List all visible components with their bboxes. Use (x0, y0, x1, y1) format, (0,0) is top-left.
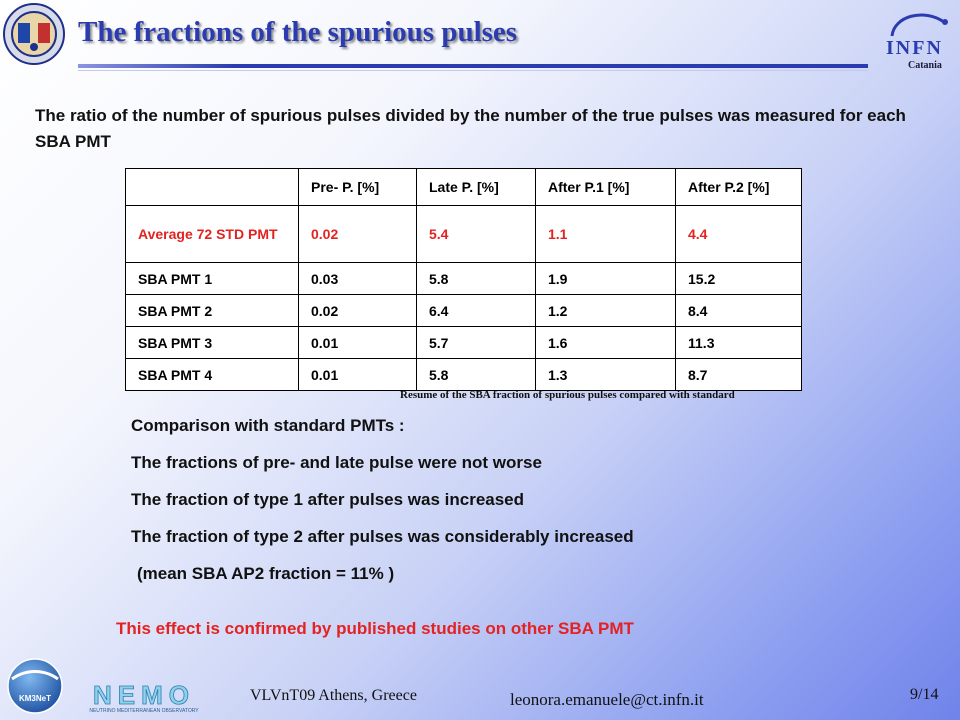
title-underline (78, 64, 868, 68)
event-name: VLVnT09 Athens, Greece (250, 687, 417, 704)
table-cell: 1.3 (535, 358, 676, 391)
table-header-row: Pre- P. [%] Late P. [%] After P.1 [%] Af… (125, 168, 802, 206)
table-cell: 1.6 (535, 326, 676, 359)
table-row: SBA PMT 4 0.01 5.8 1.3 8.7 (125, 358, 802, 391)
km3net-logo-text: KM3NeT (19, 694, 51, 703)
infn-logo-text: INFN (886, 37, 943, 59)
page-number: 9/14 (910, 686, 939, 703)
table-cell: 11.3 (675, 326, 802, 359)
comparison-list: Comparison with standard PMTs : The frac… (131, 413, 634, 598)
row-label: SBA PMT 3 (125, 326, 299, 359)
table-cell: 8.7 (675, 358, 802, 391)
table-cell: 8.4 (675, 294, 802, 327)
infn-logo: INFN Catania (886, 13, 948, 71)
row-label: SBA PMT 1 (125, 262, 299, 295)
comparison-point: The fraction of type 2 after pulses was … (131, 527, 634, 546)
conclusion-text: This effect is confirmed by published st… (116, 619, 634, 638)
table-row: SBA PMT 2 0.02 6.4 1.2 8.4 (125, 294, 802, 327)
row-label: Average 72 STD PMT (125, 205, 299, 263)
table-cell: 1.9 (535, 262, 676, 295)
table-row: SBA PMT 3 0.01 5.7 1.6 11.3 (125, 326, 802, 359)
table-cell: 6.4 (416, 294, 536, 327)
title-underline-thin (78, 70, 868, 71)
row-label: SBA PMT 2 (125, 294, 299, 327)
table-cell: 5.4 (416, 205, 536, 263)
table-cell: 0.01 (298, 358, 417, 391)
mean-note: (mean SBA AP2 fraction = 11% ) (137, 564, 395, 583)
comparison-point: The fractions of pre- and late pulse wer… (131, 453, 542, 472)
slide-title: The fractions of the spurious pulses (78, 16, 518, 48)
table-cell: 1.1 (535, 205, 676, 263)
table-cell: 1.2 (535, 294, 676, 327)
table-header-cell: After P.2 [%] (675, 168, 802, 206)
table-cell: 0.02 (298, 205, 417, 263)
comparison-point: The fraction of type 1 after pulses was … (131, 490, 525, 509)
table-cell: 0.03 (298, 262, 417, 295)
table-row: SBA PMT 1 0.03 5.8 1.9 15.2 (125, 262, 802, 295)
nemo-tagline: NEUTRINO MEDITERRANEAN OBSERVATORY (89, 708, 199, 714)
table-cell: 5.8 (416, 358, 536, 391)
table-cell: 5.8 (416, 262, 536, 295)
table-caption: Resume of the SBA fraction of spurious p… (400, 389, 735, 401)
row-label: SBA PMT 4 (125, 358, 299, 391)
table-cell: 4.4 (675, 205, 802, 263)
table-header-cell: After P.1 [%] (535, 168, 676, 206)
table-header-cell: Pre- P. [%] (298, 168, 417, 206)
spurious-pulses-table: Pre- P. [%] Late P. [%] After P.1 [%] Af… (125, 168, 802, 391)
table-cell: 15.2 (675, 262, 802, 295)
nemo-logo-text: NEMO (93, 680, 195, 710)
nemo-logo: NEMO NEUTRINO MEDITERRANEAN OBSERVATORY (89, 680, 199, 714)
university-seal-logo (3, 3, 65, 65)
table-header-cell: Late P. [%] (416, 168, 536, 206)
table-row: Average 72 STD PMT 0.02 5.4 1.1 4.4 (125, 205, 802, 263)
comparison-heading: Comparison with standard PMTs : (131, 416, 405, 435)
intro-text: The ratio of the number of spurious puls… (35, 106, 906, 151)
author-email: leonora.emanuele@ct.infn.it (510, 690, 704, 709)
table-header-cell (125, 168, 299, 206)
table-cell: 0.02 (298, 294, 417, 327)
km3net-logo: KM3NeT (7, 658, 63, 714)
table-cell: 0.01 (298, 326, 417, 359)
infn-logo-subtitle: Catania (908, 60, 942, 71)
table-cell: 5.7 (416, 326, 536, 359)
